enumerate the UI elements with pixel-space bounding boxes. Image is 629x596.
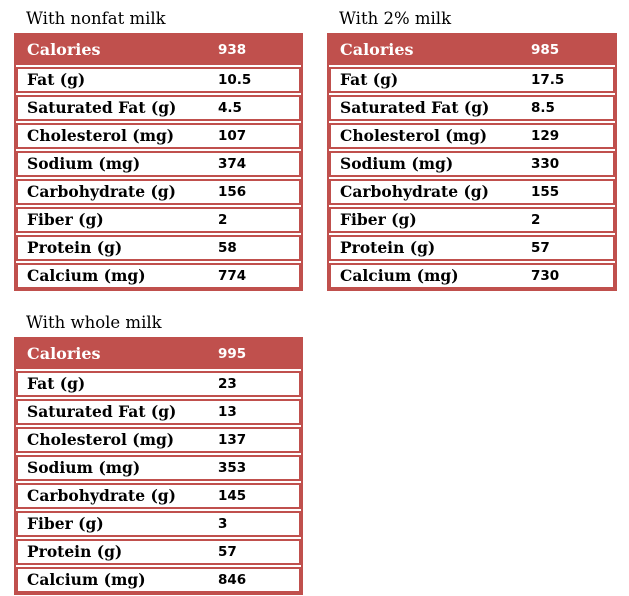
table-row: Calcium (mg) 774 [16, 263, 301, 289]
table-row: Saturated Fat (g) 8.5 [329, 95, 615, 121]
row-label: Cholesterol (mg) [27, 126, 175, 146]
table-row: Fiber (g) 2 [16, 207, 301, 233]
table-row: Fat (g) 17.5 [329, 67, 615, 93]
row-value: 107 [218, 128, 247, 145]
table-row: Protein (g) 57 [329, 235, 615, 261]
row-label: Fiber (g) [340, 210, 417, 230]
row-value: 137 [218, 432, 247, 449]
table-row: Saturated Fat (g) 4.5 [16, 95, 301, 121]
row-value: 17.5 [531, 72, 565, 89]
table-row: Fiber (g) 2 [329, 207, 615, 233]
row-value: 8.5 [531, 100, 555, 117]
row-label: Carbohydrate (g) [27, 182, 176, 202]
row-value: 155 [531, 184, 560, 201]
nutrition-table-whole-milk: Calories 995 Fat (g) 23 Saturated Fat (g… [14, 337, 303, 595]
table-row: Cholesterol (mg) 129 [329, 123, 615, 149]
row-value: 57 [218, 544, 237, 561]
table-title: With 2% milk [339, 9, 452, 28]
table-header-row: Calories 995 [16, 339, 301, 369]
row-value: 846 [218, 572, 247, 589]
row-label: Cholesterol (mg) [340, 126, 488, 146]
row-label: Protein (g) [27, 238, 123, 258]
row-label: Fat (g) [27, 70, 86, 90]
table-block-2-percent-milk: With 2% milk Calories 985 Fat (g) 17.5 S… [327, 8, 617, 291]
table-row: Carbohydrate (g) 156 [16, 179, 301, 205]
table-title: With whole milk [26, 313, 162, 332]
row-value: 13 [218, 404, 237, 421]
table-row: Cholesterol (mg) 137 [16, 427, 301, 453]
row-value: 2 [531, 212, 541, 229]
nutrition-table-nonfat-milk: Calories 938 Fat (g) 10.5 Saturated Fat … [14, 33, 303, 291]
row-label: Sodium (mg) [340, 154, 454, 174]
header-label: Calories [27, 344, 101, 363]
table-row: Protein (g) 57 [16, 539, 301, 565]
row-value: 730 [531, 268, 560, 285]
table-block-nonfat-milk: With nonfat milk Calories 938 Fat (g) 10… [14, 8, 303, 291]
row-value: 4.5 [218, 100, 242, 117]
table-title: With nonfat milk [26, 9, 166, 28]
row-label: Saturated Fat (g) [340, 98, 490, 118]
row-label: Protein (g) [27, 542, 123, 562]
row-value: 58 [218, 240, 237, 257]
table-row: Cholesterol (mg) 107 [16, 123, 301, 149]
header-value: 995 [218, 346, 247, 363]
row-label: Saturated Fat (g) [27, 402, 177, 422]
row-value: 2 [218, 212, 228, 229]
table-row: Fiber (g) 3 [16, 511, 301, 537]
table-row: Protein (g) 58 [16, 235, 301, 261]
table-header-row: Calories 985 [329, 35, 615, 65]
table-row: Carbohydrate (g) 155 [329, 179, 615, 205]
row-label: Protein (g) [340, 238, 436, 258]
table-row: Sodium (mg) 330 [329, 151, 615, 177]
row-label: Calcium (mg) [340, 266, 459, 286]
row-label: Fat (g) [340, 70, 399, 90]
row-label: Sodium (mg) [27, 154, 141, 174]
header-label: Calories [340, 40, 414, 59]
row-label: Fiber (g) [27, 210, 104, 230]
row-label: Fat (g) [27, 374, 86, 394]
row-value: 129 [531, 128, 560, 145]
table-row: Fat (g) 10.5 [16, 67, 301, 93]
row-value: 57 [531, 240, 550, 257]
row-value: 774 [218, 268, 247, 285]
row-label: Fiber (g) [27, 514, 104, 534]
row-label: Calcium (mg) [27, 570, 146, 590]
row-label: Carbohydrate (g) [340, 182, 489, 202]
row-value: 374 [218, 156, 247, 173]
row-value: 330 [531, 156, 560, 173]
row-value: 353 [218, 460, 247, 477]
table-header-row: Calories 938 [16, 35, 301, 65]
row-label: Calcium (mg) [27, 266, 146, 286]
header-label: Calories [27, 40, 101, 59]
table-row: Carbohydrate (g) 145 [16, 483, 301, 509]
row-value: 10.5 [218, 72, 252, 89]
header-value: 938 [218, 42, 247, 59]
table-row: Calcium (mg) 730 [329, 263, 615, 289]
row-label: Carbohydrate (g) [27, 486, 176, 506]
header-value: 985 [531, 42, 560, 59]
row-label: Cholesterol (mg) [27, 430, 175, 450]
row-value: 3 [218, 516, 228, 533]
row-value: 156 [218, 184, 247, 201]
table-block-whole-milk: With whole milk Calories 995 Fat (g) 23 … [14, 312, 303, 595]
row-value: 145 [218, 488, 247, 505]
table-row: Sodium (mg) 353 [16, 455, 301, 481]
nutrition-table-2-percent-milk: Calories 985 Fat (g) 17.5 Saturated Fat … [327, 33, 617, 291]
row-value: 23 [218, 376, 237, 393]
table-row: Calcium (mg) 846 [16, 567, 301, 593]
table-row: Fat (g) 23 [16, 371, 301, 397]
table-row: Saturated Fat (g) 13 [16, 399, 301, 425]
row-label: Saturated Fat (g) [27, 98, 177, 118]
table-row: Sodium (mg) 374 [16, 151, 301, 177]
row-label: Sodium (mg) [27, 458, 141, 478]
